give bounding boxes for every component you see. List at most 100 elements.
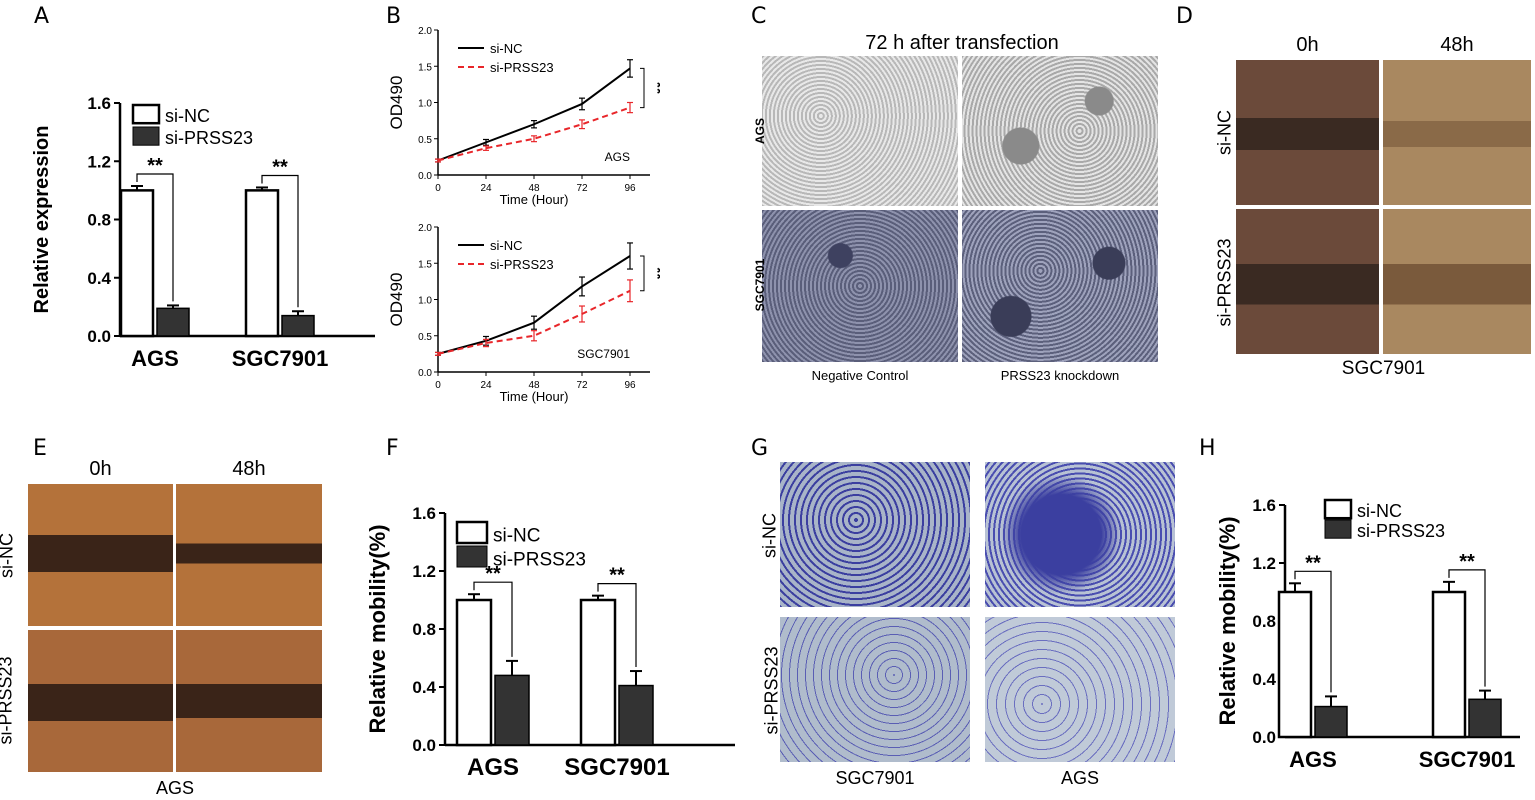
significance-bracket bbox=[1448, 569, 1486, 687]
x-tick-label: 96 bbox=[624, 380, 636, 391]
scratch-sgc7901-si-nc-48h bbox=[1383, 60, 1531, 205]
x-tick-label: 48 bbox=[528, 183, 540, 194]
transwell-ags-si-prss23 bbox=[985, 617, 1175, 762]
legend-label-si-nc: si-NC bbox=[493, 526, 541, 547]
legend-label-si-prss23: si-PRSS23 bbox=[493, 550, 586, 571]
x-axis-label: Time (Hour) bbox=[500, 389, 569, 404]
panel-c-row-ags: AGS bbox=[753, 118, 767, 145]
x-tick-label: 96 bbox=[624, 183, 636, 194]
panel-c-title: 72 h after transfection bbox=[865, 32, 1059, 54]
category-label: AGS bbox=[1289, 747, 1337, 772]
y-tick-label: 1.5 bbox=[418, 259, 432, 270]
panel-label-c: C bbox=[751, 4, 767, 29]
panel-e-caption: AGS bbox=[155, 778, 194, 798]
y-tick-label: 0.0 bbox=[418, 171, 432, 182]
scratch-sgc7901-si-prss23-48h bbox=[1383, 209, 1531, 354]
x-tick-label: 24 bbox=[480, 380, 492, 391]
y-tick-label: 2.0 bbox=[418, 26, 432, 37]
x-tick-label: 72 bbox=[576, 380, 588, 391]
panel-label-f: F bbox=[386, 436, 399, 461]
y-axis-label: Relative expression bbox=[31, 126, 53, 314]
panel-e-col-48h: 48h bbox=[232, 458, 266, 480]
y-tick-label: 0.0 bbox=[87, 327, 111, 346]
y-tick-label: 1.2 bbox=[1252, 554, 1276, 573]
y-tick-label: 1.2 bbox=[412, 562, 436, 581]
scratch-ags-si-nc-0h bbox=[28, 484, 173, 626]
bar-si-prss23 bbox=[156, 307, 190, 337]
legend-label-si-nc: si-NC bbox=[490, 238, 523, 253]
legend-swatch-si-prss23 bbox=[1324, 519, 1352, 539]
x-axis-label: Time (Hour) bbox=[500, 192, 569, 207]
significance-stars: ** bbox=[648, 267, 660, 280]
legend-swatch-si-nc bbox=[131, 103, 161, 125]
panel-d-caption: SGC7901 bbox=[1341, 358, 1426, 379]
legend-swatch-si-prss23 bbox=[456, 545, 488, 568]
significance-stars: ** bbox=[272, 156, 288, 178]
category-label: SGC7901 bbox=[564, 754, 669, 781]
legend-swatch-si-nc bbox=[455, 520, 489, 545]
y-tick-label: 2.0 bbox=[418, 223, 432, 234]
significance-bracket bbox=[136, 173, 174, 302]
legend-swatch-si-prss23 bbox=[132, 126, 160, 146]
significance-bracket bbox=[261, 174, 299, 308]
bar-chart-relative-mobility-f: 0.0 0.4 0.8 1.2 1.6 Relative mobility(%) ** AGS… bbox=[365, 504, 735, 781]
cell-line-annotation: SGC7901 bbox=[577, 347, 630, 361]
significance-bracket bbox=[473, 581, 513, 657]
bar-chart-relative-expression: 0.0 0.4 0.8 1.2 1.6 Relative expression ** AGS *… bbox=[31, 94, 375, 371]
y-tick-label: 0.4 bbox=[412, 678, 436, 697]
scratch-ags-si-prss23-0h bbox=[28, 630, 173, 772]
bar-si-nc bbox=[1431, 590, 1467, 739]
bar-si-prss23 bbox=[618, 684, 654, 746]
bar-si-prss23 bbox=[1468, 698, 1502, 738]
y-tick-label: 1.6 bbox=[1252, 496, 1276, 515]
x-tick-label: 72 bbox=[576, 183, 588, 194]
y-tick-label: 1.5 bbox=[418, 62, 432, 73]
transwell-ags-si-nc bbox=[985, 462, 1175, 607]
x-tick-label: 0 bbox=[435, 183, 441, 194]
panel-g-col-sgc7901: SGC7901 bbox=[835, 768, 915, 788]
y-tick-label: 1.2 bbox=[87, 152, 111, 171]
y-axis-label: OD490 bbox=[387, 273, 406, 327]
micrograph-ags-negative-control bbox=[762, 56, 958, 206]
x-tick-label: 24 bbox=[480, 183, 492, 194]
panel-e-row-si-prss23: si-PRSS23 bbox=[0, 656, 16, 745]
y-axis-label: Relative mobility(%) bbox=[365, 524, 390, 733]
y-tick-label: 0.8 bbox=[1252, 612, 1276, 631]
y-tick-label: 0.4 bbox=[1252, 670, 1276, 689]
panel-c-col-negative-control: Negative Control bbox=[811, 368, 909, 383]
legend-label-si-nc: si-NC bbox=[165, 106, 210, 126]
panel-label-d: D bbox=[1176, 4, 1193, 29]
significance-stars: ** bbox=[609, 565, 625, 587]
category-label: AGS bbox=[131, 346, 179, 371]
micrograph-ags-prss23-knockdown bbox=[962, 56, 1158, 206]
y-tick-label: 0.0 bbox=[412, 736, 436, 755]
line-chart-od490-sgc7901: 0.0 0.5 1.0 1.5 2.0 0 24 48 72 96 Time (Hour) OD490… bbox=[387, 223, 660, 404]
line-chart-od490-ags: 0.0 0.5 1.0 1.5 2.0 0 24 48 72 96 Time (Hour) OD490… bbox=[387, 26, 660, 207]
y-tick-label: 0.0 bbox=[418, 368, 432, 379]
legend-label-si-prss23: si-PRSS23 bbox=[165, 128, 253, 148]
significance-stars: ** bbox=[1305, 552, 1321, 574]
panel-c-col-prss23-knockdown: PRSS23 knockdown bbox=[1000, 368, 1120, 383]
y-axis-label: Relative mobility(%) bbox=[1215, 516, 1240, 725]
significance-stars: ** bbox=[485, 563, 501, 585]
significance-bracket bbox=[640, 67, 645, 109]
category-label: SGC7901 bbox=[232, 346, 329, 371]
y-tick-label: 0.5 bbox=[418, 332, 432, 343]
legend-label-si-nc: si-NC bbox=[1357, 501, 1402, 521]
bar-si-nc bbox=[455, 598, 493, 747]
panel-label-h: H bbox=[1199, 436, 1216, 461]
y-tick-label: 0.0 bbox=[1252, 728, 1276, 747]
cell-line-annotation: AGS bbox=[605, 150, 630, 164]
panel-d-row-si-nc: si-NC bbox=[1214, 110, 1235, 155]
y-tick-label: 1.6 bbox=[87, 94, 111, 113]
legend-swatch-si-nc bbox=[1323, 498, 1353, 520]
micrograph-sgc7901-negative-control bbox=[762, 210, 958, 362]
bar-si-nc bbox=[244, 189, 280, 338]
bar-si-prss23 bbox=[1314, 705, 1348, 738]
panel-label-g: G bbox=[751, 436, 769, 461]
transwell-sgc7901-si-nc bbox=[780, 462, 970, 607]
legend-label-si-prss23: si-PRSS23 bbox=[490, 60, 554, 75]
y-tick-label: 0.5 bbox=[418, 135, 432, 146]
transwell-sgc7901-si-prss23 bbox=[780, 617, 970, 762]
panel-d-col-0h: 0h bbox=[1296, 34, 1319, 56]
